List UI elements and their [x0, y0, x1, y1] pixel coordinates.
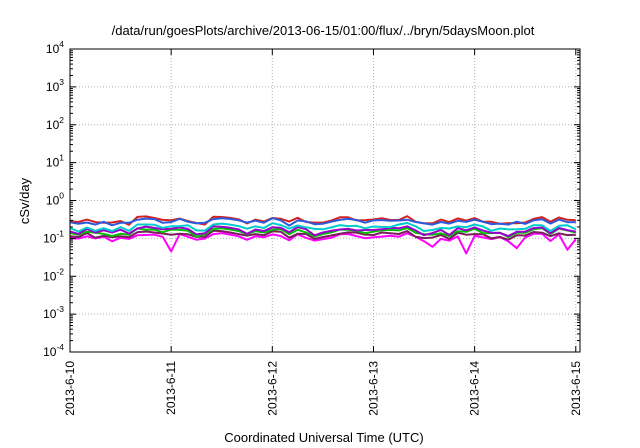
y-tick-exponent: 2: [59, 115, 64, 125]
y-tick-base: 10: [46, 194, 60, 208]
y-tick-base: 10: [43, 345, 57, 359]
y-tick-exponent: -2: [56, 266, 64, 276]
y-tick-label: 10-1: [43, 228, 64, 245]
x-tick-label: 2013-6-13: [366, 361, 380, 416]
x-tick-label: 2013-6-14: [468, 361, 482, 416]
series-layer: [69, 215, 577, 255]
y-tick-base: 10: [46, 42, 60, 56]
series-line: [69, 222, 577, 233]
y-tick-label: 10-3: [43, 304, 64, 321]
y-axis-label: cSv/day: [17, 177, 32, 224]
y-tick-exponent: 3: [59, 77, 64, 87]
y-tick-base: 10: [46, 80, 60, 94]
y-tick-label: 10-4: [43, 342, 64, 359]
x-tick-label: 2013-6-11: [164, 361, 178, 415]
y-tick-label: 103: [46, 77, 64, 94]
chart-title: /data/run/goesPlots/archive/2013-06-15/0…: [112, 23, 535, 38]
series-line: [69, 225, 576, 237]
x-axis-label: Coordinated Universal Time (UTC): [224, 430, 423, 445]
y-tick-exponent: -1: [56, 228, 64, 238]
x-tick-label: 2013-6-12: [265, 361, 279, 416]
y-tick-base: 10: [43, 231, 57, 245]
x-tick-label: 2013-6-10: [63, 361, 77, 416]
y-tick-exponent: 1: [59, 153, 64, 163]
y-tick-label: 10-2: [43, 266, 64, 283]
y-tick-base: 10: [43, 269, 57, 283]
y-tick-base: 10: [46, 118, 60, 132]
y-tick-label: 102: [46, 115, 64, 132]
grid-layer: [69, 49, 580, 352]
y-tick-exponent: 4: [59, 39, 64, 49]
x-tick-label: 2013-6-15: [569, 361, 583, 416]
y-tick-label: 101: [46, 153, 64, 170]
y-tick-exponent: 0: [59, 191, 64, 201]
y-tick-exponent: -3: [56, 304, 64, 314]
y-tick-base: 10: [43, 307, 57, 321]
series-line: [69, 217, 576, 227]
y-tick-exponent: -4: [56, 342, 64, 352]
y-tick-base: 10: [46, 156, 60, 170]
series-line: [69, 215, 576, 226]
y-tick-label: 100: [46, 191, 64, 208]
series-line: [69, 229, 576, 241]
x-tick-layer: 2013-6-10 2013-6-11 2013-6-12 2013-6-13 2013…: [63, 49, 583, 416]
y-tick-label: 104: [46, 39, 64, 56]
